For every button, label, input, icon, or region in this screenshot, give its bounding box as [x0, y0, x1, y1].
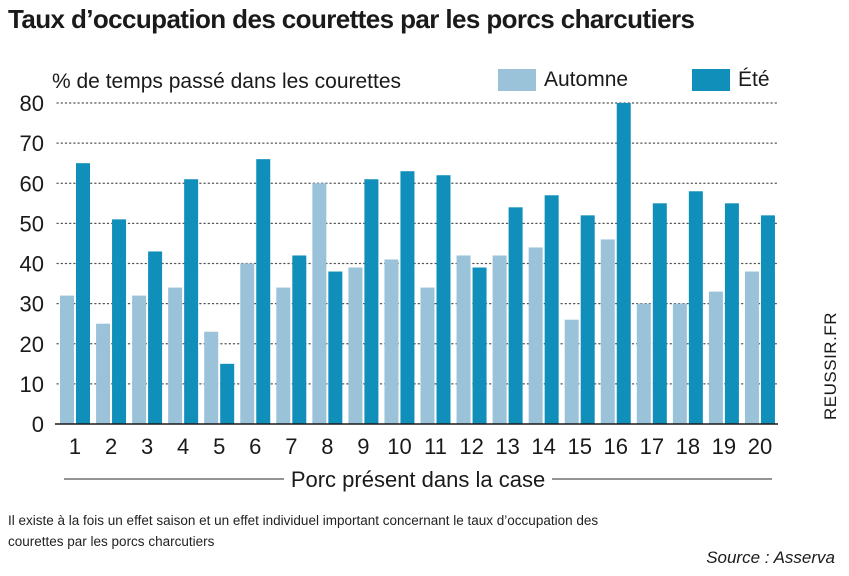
x-tick-label-15: 15 [567, 434, 591, 459]
bar-ete-10 [400, 171, 415, 424]
bar-automne-4 [168, 287, 183, 424]
x-tick-label-2: 2 [105, 434, 117, 459]
bar-ete-1 [76, 163, 90, 424]
bar-ete-18 [688, 191, 703, 424]
legend-label-ete: Été [738, 68, 770, 91]
y-tick-label-0: 0 [32, 412, 44, 437]
bar-ete-19 [724, 203, 739, 424]
x-tick-label-20: 20 [748, 434, 772, 459]
watermark: REUSSIR.FR [821, 302, 841, 430]
y-tick-label-20: 20 [20, 332, 44, 357]
bar-ete-11 [436, 175, 451, 424]
y-axis-label: % de temps passé dans les courettes [52, 70, 402, 93]
bar-ete-3 [148, 251, 163, 424]
x-tick-label-12: 12 [459, 434, 483, 459]
x-tick-label-13: 13 [495, 434, 519, 459]
y-tick-label-50: 50 [20, 211, 44, 236]
bar-ete-12 [472, 267, 487, 424]
watermark-text: REUSSIR.FR [821, 312, 840, 420]
bar-automne-15 [564, 319, 579, 424]
bar-ete-16 [616, 103, 631, 424]
chart-title: Taux d’occupation des courettes par les … [8, 4, 695, 34]
x-axis-label: Porc présent dans la case [291, 467, 545, 492]
x-tick-label-1: 1 [69, 434, 81, 459]
bar-ete-13 [508, 207, 523, 424]
y-tick-label-70: 70 [20, 131, 44, 156]
bar-ete-5 [220, 363, 235, 424]
bar-ete-17 [652, 203, 667, 424]
bar-automne-10 [384, 259, 399, 424]
bar-automne-5 [204, 331, 219, 424]
bar-automne-19 [708, 291, 723, 424]
x-tick-label-16: 16 [604, 434, 628, 459]
x-tick-label-8: 8 [321, 434, 333, 459]
bar-ete-20 [760, 215, 775, 424]
bar-ete-7 [292, 255, 307, 424]
bar-ete-15 [580, 215, 595, 424]
x-tick-label-11: 11 [424, 434, 447, 459]
x-tick-label-6: 6 [249, 434, 261, 459]
bar-ete-8 [328, 271, 343, 424]
bar-ete-9 [364, 179, 379, 424]
legend-item-automne: Automne [498, 68, 628, 92]
bar-automne-14 [528, 247, 543, 424]
y-tick-label-60: 60 [20, 171, 44, 196]
source-credit: Source : Asserva [706, 548, 835, 567]
legend-swatch-ete [692, 69, 730, 91]
x-tick-label-3: 3 [141, 434, 153, 459]
bar-automne-2 [96, 323, 111, 424]
bar-automne-9 [348, 267, 363, 424]
x-tick-label-10: 10 [387, 434, 411, 459]
bar-automne-3 [132, 295, 147, 424]
footnote: Il existe à la fois un effet saison et u… [8, 513, 599, 549]
x-tick-label-19: 19 [712, 434, 736, 459]
legend-item-ete: Été [692, 68, 770, 92]
bar-ete-2 [112, 219, 127, 424]
bar-ete-14 [544, 195, 559, 424]
x-tick-label-9: 9 [357, 434, 369, 459]
bar-automne-12 [456, 255, 471, 424]
y-tick-label-80: 80 [20, 91, 44, 116]
x-tick-label-4: 4 [177, 434, 189, 459]
legend-swatch-automne [498, 69, 536, 91]
bar-automne-17 [636, 303, 651, 424]
bar-automne-16 [600, 239, 615, 424]
x-tick-label-5: 5 [213, 434, 225, 459]
bar-automne-8 [312, 183, 327, 424]
x-tick-label-17: 17 [640, 434, 664, 459]
bar-automne-6 [240, 263, 255, 424]
bar-automne-13 [492, 255, 507, 424]
x-tick-label-14: 14 [531, 434, 555, 459]
x-tick-label-7: 7 [285, 434, 297, 459]
bar-automne-1 [60, 295, 74, 424]
bar-ete-4 [184, 179, 199, 424]
bar-automne-11 [420, 287, 435, 424]
bar-automne-7 [276, 287, 291, 424]
x-tick-label-18: 18 [676, 434, 700, 459]
bar-automne-20 [744, 271, 759, 424]
y-tick-label-40: 40 [20, 252, 44, 277]
legend-label-automne: Automne [544, 68, 629, 91]
bar-automne-18 [672, 303, 687, 424]
y-tick-label-10: 10 [20, 372, 44, 397]
y-tick-label-30: 30 [20, 292, 44, 317]
bar-ete-6 [256, 159, 271, 425]
